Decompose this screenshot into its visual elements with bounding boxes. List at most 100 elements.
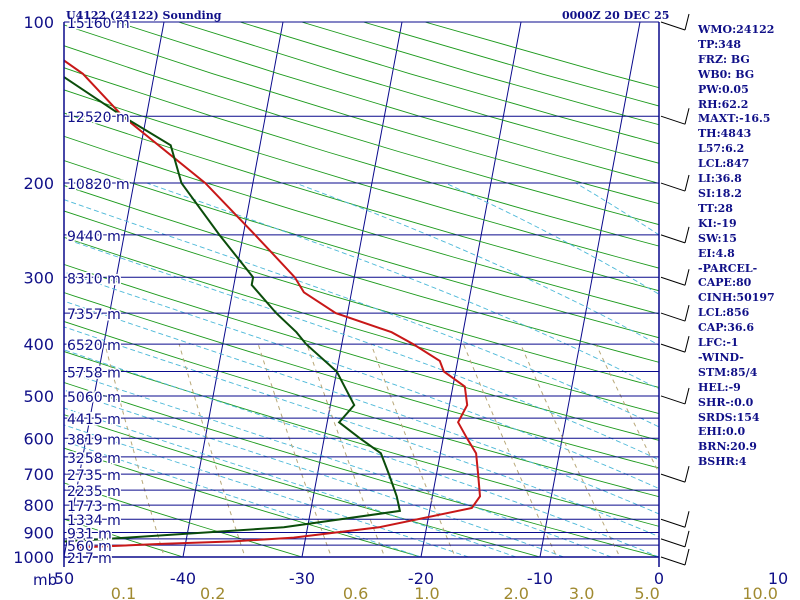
moist-adiabat-line [64,389,564,557]
isotherm-line [301,22,403,557]
wind-barb-staff [660,343,686,353]
index-item: TP:348 [698,37,742,51]
temperature-profile [64,59,482,549]
dry-adiabat-line [64,447,423,557]
mixing-ratio-label: 0.2 [200,584,225,600]
wind-barb-flag [684,387,690,405]
dry-adiabat-line [64,518,185,557]
dry-adiabat-line [64,185,659,363]
wind-barb-flag [684,304,690,322]
height-label: 2235 m [67,484,121,500]
dewpoint-profile [64,75,402,543]
index-item: EHI:0.0 [698,425,746,439]
height-label: 931 m [67,527,112,543]
wind-barb [660,335,690,353]
wind-barb [660,466,690,483]
index-item: LFC:-1 [698,336,739,350]
stability-indices-list: WMO:24122 TP:348 FRZ: BG WB0: BG PW:0.05 RH:6… [698,23,775,470]
pressure-tick-label: 300 [23,268,54,287]
mixing-ratio-label: 0.1 [111,584,136,600]
dry-adiabat-line [64,135,659,315]
index-item: LI:36.8 [698,172,742,186]
index-item: L57:6.2 [698,142,745,156]
wind-barb-flag [684,335,690,353]
sounding-title: U4122 (24122) Sounding [66,9,222,22]
wind-barb-flag [684,511,690,528]
height-label: 9440 m [67,229,121,245]
height-label: 12520 m [67,110,130,126]
mixing-ratio-line [257,343,332,557]
moist-adiabat-line [146,182,659,390]
mixing-ratio-line [520,343,621,557]
wind-barb-staff [660,312,686,322]
dry-adiabat-line [64,382,659,557]
temperature-tick-label: 0 [654,569,664,588]
mixing-ratio-label: 1.0 [414,584,439,600]
moist-adiabat-line [64,370,612,557]
index-item: RH:62.2 [698,97,749,111]
height-label: 560 m [67,539,112,555]
index-item: TT:28 [698,201,733,215]
index-item: SRDS:154 [698,410,760,424]
temperature-tick-label: -30 [289,569,315,588]
isotherm-lines [64,22,659,557]
dry-adiabat-line [64,321,659,498]
height-label: 5758 m [67,365,121,381]
valid-time: 0000Z 20 DEC 25 [562,9,670,22]
height-label: 217 m [67,551,112,567]
height-label: 15160 m [67,16,130,32]
mixing-ratio-lines [104,343,659,557]
pressure-tick-label: 100 [23,13,54,32]
temperature-tick-label: -40 [170,569,196,588]
pressure-tick-label: 200 [23,174,54,193]
mixing-ratio-line [463,343,558,557]
temperature-tick-label: -10 [527,569,553,588]
wind-barb [660,304,690,322]
dry-adiabat-line [64,67,659,247]
height-label: 8310 m [67,271,121,287]
mixing-ratio-label: 3.0 [569,584,594,600]
height-label: 3819 m [67,432,121,448]
index-item: KI:-19 [698,216,737,230]
wind-barb-flag [684,13,690,31]
wind-barb [660,226,690,244]
mixing-ratio-line [306,343,386,557]
wind-barb-staff [660,473,686,483]
index-item: EI:4.8 [698,246,735,260]
wind-barb-flag [684,226,690,244]
pressure-tick-label: 900 [23,524,54,543]
temperature-tick-label: 50 [54,569,74,588]
index-item: -WIND- [698,350,744,364]
wind-barb-flag [684,530,690,548]
dry-adiabat-line [64,482,304,557]
mixing-ratio-label: 2.0 [503,584,528,600]
chart-frame [63,21,660,567]
pressure-tick-label: 1000 [13,548,54,567]
wind-barb-flag [684,269,690,286]
dry-adiabat-line [64,263,659,441]
sounding-profiles [64,59,482,549]
wind-barb-staff [660,538,686,548]
wind-barb [660,548,690,566]
moist-adiabat-line [64,424,469,557]
wind-barb-staff [660,395,686,405]
mixing-ratio-label: 0.6 [343,584,368,600]
wind-barb-flag [684,548,690,566]
index-item: PW:0.05 [698,82,749,96]
wind-barb [660,269,690,286]
index-item: LCL:847 [698,157,750,171]
temperature-tick-label: -20 [408,569,434,588]
wind-barb-staff [660,115,686,125]
height-label: 7357 m [67,307,121,323]
wind-barb-staff [660,276,686,286]
wind-barb-staff [660,21,686,31]
isotherm-line [420,22,522,557]
index-item: SI:18.2 [698,186,742,200]
dry-adiabat-line [64,112,659,292]
dry-adiabat-line [64,160,659,339]
dry-adiabat-line [64,236,659,415]
wind-barb-flag [684,108,690,125]
index-item: CINH:50197 [698,291,775,305]
mixing-ratio-label: 5.0 [634,584,659,600]
